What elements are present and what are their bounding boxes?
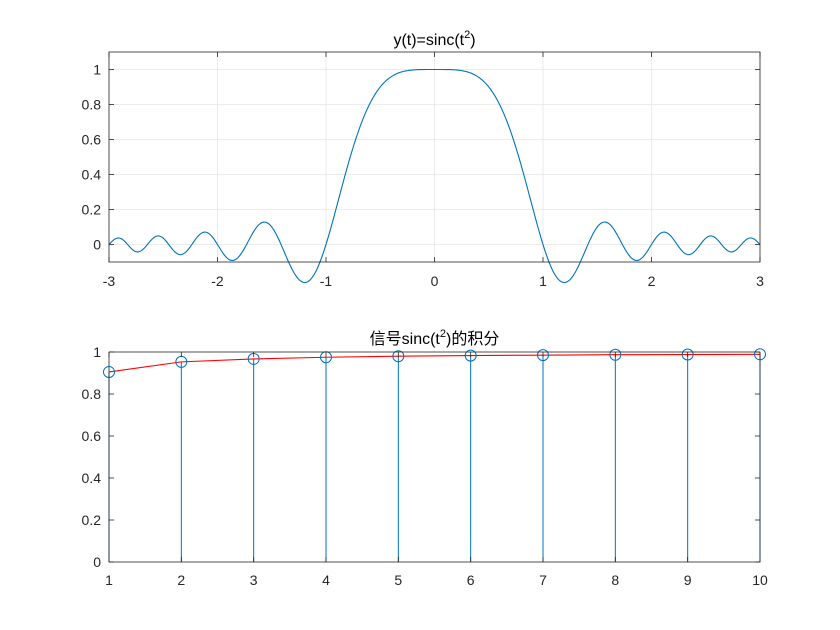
top-y-tick-label: 0.8 — [82, 97, 102, 113]
bottom-x-tick-label: 6 — [467, 572, 475, 588]
top-y-tick-label: 0.2 — [82, 202, 102, 218]
bottom-y-tick-label: 0.4 — [82, 470, 102, 486]
top-x-tick-label: -2 — [211, 273, 224, 289]
bottom-x-tick-label: 5 — [394, 572, 402, 588]
stem-marker — [392, 350, 405, 363]
top-subplot: -3 -2 -1 0 1 2 3 0 0.2 0.4 0.6 0.8 1 y(t)=sinc(t2) — [82, 29, 765, 289]
stem-marker — [464, 349, 477, 362]
top-x-tick-label: 2 — [648, 273, 656, 289]
bottom-ticks: 1 2 3 4 5 6 7 8 9 10 0 0.2 0.4 0.6 0.8 1 — [82, 344, 768, 588]
bottom-subplot: 1 2 3 4 5 6 7 8 9 10 0 0.2 0.4 0.6 0.8 1 信号sinc(t2)的积分 — [82, 328, 768, 588]
bottom-x-tick-label: 10 — [752, 572, 768, 588]
top-x-tick-label: -3 — [103, 273, 116, 289]
top-y-tick-label: 0 — [93, 237, 101, 253]
bottom-x-tick-label: 7 — [539, 572, 547, 588]
sinc-curve — [108, 68, 761, 284]
bottom-chart-title: 信号sinc(t2)的积分 — [370, 328, 500, 348]
bottom-y-tick-label: 0.2 — [82, 512, 102, 528]
bottom-x-tick-label: 1 — [105, 572, 113, 588]
top-y-tick-label: 1 — [93, 62, 101, 78]
bottom-y-tick-label: 0.6 — [82, 428, 102, 444]
stem-marker — [609, 348, 622, 361]
bottom-x-tick-label: 4 — [322, 572, 330, 588]
top-ticks: -3 -2 -1 0 1 2 3 0 0.2 0.4 0.6 0.8 1 — [82, 52, 764, 289]
bottom-x-tick-label: 8 — [611, 572, 619, 588]
bottom-y-tick-label: 1 — [93, 344, 101, 360]
top-chart-title: y(t)=sinc(t2) — [393, 29, 475, 49]
bottom-axes-box — [108, 351, 761, 563]
integral-line — [108, 353, 761, 373]
bottom-plot-area — [109, 352, 760, 562]
top-x-tick-label: 3 — [756, 273, 764, 289]
top-y-tick-label: 0.4 — [82, 167, 102, 183]
bottom-x-tick-label: 3 — [250, 572, 258, 588]
top-data — [108, 68, 761, 284]
top-x-tick-label: 0 — [431, 273, 439, 289]
top-x-tick-label: 1 — [539, 273, 547, 289]
stem-marker — [537, 349, 549, 362]
bottom-x-tick-label: 2 — [177, 572, 185, 588]
top-y-tick-label: 0.6 — [82, 132, 102, 148]
stem-marker — [681, 348, 694, 361]
bottom-y-tick-label: 0 — [93, 554, 101, 570]
bottom-x-tick-label: 9 — [684, 572, 692, 588]
bottom-y-tick-label: 0.8 — [82, 386, 102, 402]
top-x-tick-label: -1 — [320, 273, 333, 289]
